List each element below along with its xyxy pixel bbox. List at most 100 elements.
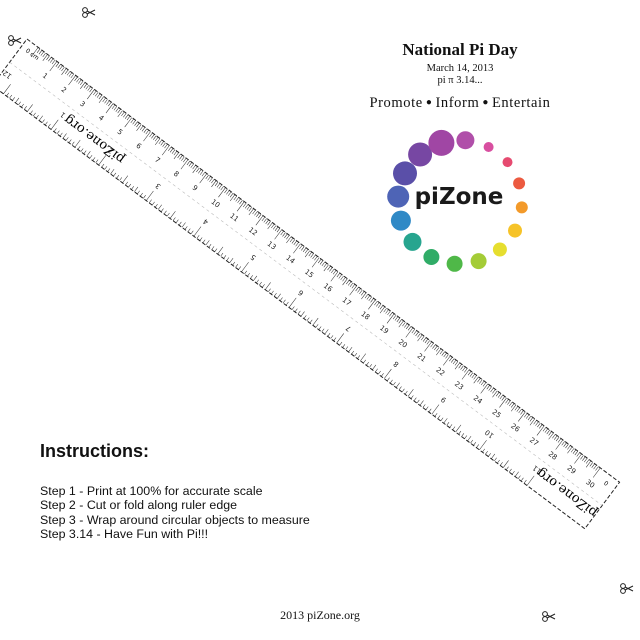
inch-tick: [104, 166, 108, 170]
inch-tick: [262, 284, 265, 288]
inch-tick: [363, 359, 366, 364]
cm-tick: [211, 180, 217, 188]
cm-tick: [565, 443, 569, 449]
cm-tick: [299, 244, 303, 250]
inch-tick: [306, 317, 310, 321]
cm-tick: [321, 261, 326, 267]
tagline-word: Promote: [369, 95, 423, 111]
cm-tick: [392, 314, 397, 320]
inch-tick: [315, 324, 319, 328]
cm-tick: [582, 456, 586, 461]
inch-tick: [62, 133, 67, 139]
inch-tick: [38, 115, 43, 121]
cm-tick: [554, 435, 558, 440]
inch-tick: [452, 426, 456, 430]
inch-tick: [241, 262, 249, 272]
cm-tick: [505, 399, 509, 404]
ruler-strip: 1234567891011121314151617181920212223242…: [0, 38, 621, 530]
inch-tick: [169, 211, 176, 219]
inch-tick: [30, 110, 33, 115]
cm-tick: [458, 364, 462, 369]
cm-tick: [439, 350, 444, 355]
inch-tick: [50, 119, 59, 130]
cm-tick: [510, 403, 515, 408]
inch-tick: [446, 422, 450, 426]
cm-tick: [435, 347, 440, 352]
cm-tick: [199, 170, 204, 175]
cm-tick: [108, 101, 112, 107]
cm-tick: [406, 324, 410, 330]
cm-tick: [40, 51, 45, 56]
cm-label: 5: [116, 128, 124, 137]
cm-tick: [93, 90, 97, 95]
cm-tick: [293, 243, 301, 254]
cm-tick: [430, 342, 434, 348]
cm-tick: [317, 258, 322, 264]
cm-tick: [319, 260, 324, 265]
cm-tick: [196, 167, 200, 173]
cm-tick: [214, 181, 219, 187]
cm-tick: [383, 307, 387, 313]
cm-tick: [220, 186, 224, 191]
cm-tick: [274, 229, 282, 240]
cm-tick: [50, 58, 54, 63]
cm-tick: [244, 204, 249, 209]
logo-dot: [492, 242, 507, 257]
inch-tick: [395, 382, 400, 388]
inch-tick: [196, 235, 200, 239]
inch-tick: [407, 389, 414, 397]
inch-tick: [491, 453, 496, 459]
inch-tick: [113, 172, 117, 177]
cm-tick: [542, 427, 547, 432]
inch-tick: [172, 217, 176, 221]
inch-tick: [220, 252, 224, 257]
cm-tick: [473, 375, 477, 380]
inch-tick: [98, 155, 107, 166]
logo-dot: [390, 210, 411, 231]
inch-tick: [154, 203, 158, 208]
cm-tick: [295, 242, 299, 247]
inch-tick: [122, 175, 129, 183]
cm-tick: [117, 110, 123, 118]
inch-tick: [181, 222, 186, 228]
inch-tick: [250, 275, 253, 279]
inch-tick: [500, 462, 503, 466]
cm-tick: [420, 335, 425, 341]
inch-tick: [327, 333, 331, 337]
inch-tick: [217, 246, 224, 255]
cm-tick: [257, 214, 262, 219]
cm-tick: [183, 157, 187, 163]
cm-tick: [544, 428, 549, 433]
inch-tick: [247, 272, 250, 277]
cm-tick: [113, 106, 118, 111]
cm-tick: [312, 254, 316, 259]
scissors-icon: [82, 7, 96, 18]
cm-tick: [527, 415, 532, 421]
logo-dot: [502, 157, 513, 168]
cm-tick: [473, 376, 479, 384]
cm-tick: [302, 247, 307, 252]
inch-tick: [18, 101, 21, 106]
cm-tick: [567, 446, 573, 454]
cm-tick: [87, 86, 91, 91]
cm-tick: [224, 188, 228, 194]
cm-tick: [87, 89, 95, 100]
cm-tick: [124, 117, 133, 128]
inch-tick: [276, 293, 281, 299]
cm-label: 28: [547, 450, 559, 462]
pizone-logo-text: piZone: [414, 184, 504, 210]
cm-tick: [525, 414, 530, 419]
cm-tick: [66, 71, 71, 76]
cm-tick: [552, 434, 556, 439]
inch-tick: [288, 297, 297, 308]
inch-tick: [137, 190, 140, 195]
cm-tick: [291, 239, 296, 244]
inch-tick: [65, 137, 69, 141]
cm-label: 17: [341, 296, 353, 308]
cm-tick: [349, 282, 354, 288]
cm-label: 20: [397, 338, 409, 350]
inch-tick: [175, 219, 179, 224]
inch-tick: [443, 418, 448, 424]
logo-dot: [513, 177, 526, 190]
cm-tick: [121, 111, 125, 117]
